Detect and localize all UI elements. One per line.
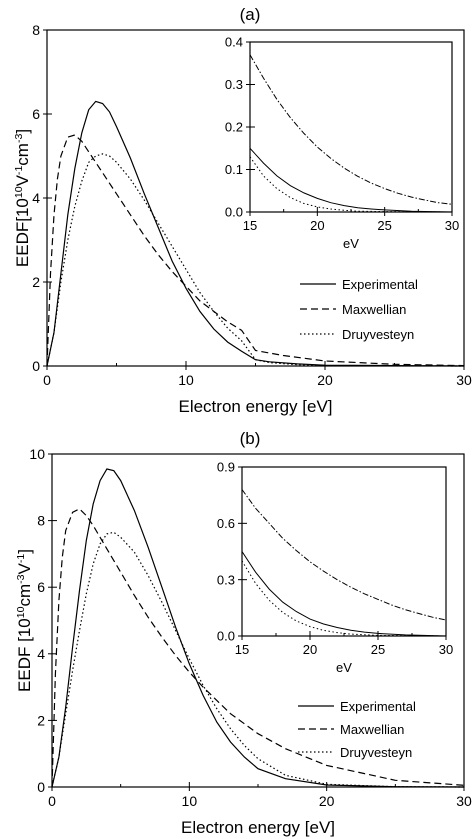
x-tick-label: 15 — [243, 218, 257, 233]
legend-entry-maxwellian: Maxwellian — [340, 722, 404, 737]
legend-entry-druyvesteyn: Druyvesteyn — [340, 745, 412, 760]
y-tick-label: 6 — [37, 579, 45, 595]
y-axis-label-part: 10 — [13, 186, 25, 198]
y-tick-label: 0.2 — [225, 120, 243, 135]
y-axis-label-part: cm — [15, 584, 34, 607]
y-tick-label: 2 — [37, 712, 45, 728]
y-axis-label-part: V — [13, 174, 32, 186]
inset-series-line-druyvesteyn — [241, 560, 447, 637]
panel-label: (b) — [240, 429, 261, 448]
x-tick-label: 15 — [235, 642, 249, 657]
x-tick-label: 30 — [439, 642, 453, 657]
y-tick-label: 0.0 — [217, 629, 235, 644]
y-axis-label: EEDF[1010V-1cm-3] — [13, 129, 32, 267]
series-line-maxwellian — [46, 134, 465, 367]
chart-panel-b: (b) 0 10 20 30 0 2 4 6 8 10 Electron energy [eV] EED… — [15, 429, 472, 837]
inset-background — [250, 42, 452, 212]
y-axis-label-part: ] — [13, 129, 32, 134]
inset-series-line-experimental — [249, 147, 453, 213]
y-tick-label: 0.1 — [225, 162, 243, 177]
x-tick-label: 20 — [317, 372, 333, 388]
legend: Experimental Maxwellian Druyvesteyn — [298, 699, 416, 760]
inset-series-line-maxwellian — [249, 54, 453, 205]
y-tick-label: 10 — [29, 446, 45, 462]
series-line-experimental — [51, 468, 465, 788]
x-tick-label: 10 — [182, 793, 198, 809]
legend-entry-druyvesteyn: Druyvesteyn — [342, 327, 414, 342]
legend: Experimental Maxwellian Druyvesteyn — [300, 277, 418, 342]
y-tick-label: 6 — [32, 106, 40, 122]
x-tick-label: 0 — [43, 372, 51, 388]
y-axis-label-part: EEDF [10 — [15, 618, 34, 692]
x-tick-label: 20 — [319, 793, 335, 809]
x-tick-label: 30 — [456, 372, 472, 388]
y-axis-label-part: ] — [15, 549, 34, 554]
x-axis-label: Electron energy [eV] — [181, 818, 335, 837]
y-axis-label-part: -1 — [15, 554, 27, 564]
panel-label: (a) — [240, 5, 261, 24]
y-tick-label: 0.9 — [217, 460, 235, 475]
legend-entry-experimental: Experimental — [342, 277, 418, 292]
x-tick-label: 30 — [445, 218, 459, 233]
legend-entry-maxwellian: Maxwellian — [342, 302, 406, 317]
y-tick-label: 0.3 — [217, 572, 235, 587]
y-axis-label-part: -3 — [15, 574, 27, 584]
y-axis-label-part: 10 — [15, 606, 27, 618]
inset-x-axis-label: eV — [336, 660, 352, 675]
x-tick-label: 30 — [456, 793, 472, 809]
series-line-maxwellian — [51, 508, 465, 788]
y-axis-label-part: -3 — [13, 134, 25, 144]
inset-chart: 15 20 25 30 0.0 0.1 0.2 0.3 0.4 eV — [225, 35, 459, 251]
legend-entry-experimental: Experimental — [340, 699, 416, 714]
y-tick-label: 0.4 — [225, 35, 243, 50]
inset-series-line-maxwellian — [241, 489, 447, 621]
x-tick-label: 10 — [178, 372, 194, 388]
y-tick-label: 2 — [32, 274, 40, 290]
inset-x-axis-label: eV — [343, 236, 359, 251]
y-tick-label: 8 — [32, 22, 40, 38]
chart-panel-a: (a) 0 10 20 30 0 2 4 6 8 Electron energy [eV] EEDF[… — [13, 5, 472, 416]
y-tick-label: 4 — [32, 190, 40, 206]
y-axis-label-part: -1 — [13, 166, 25, 176]
x-axis-label: Electron energy [eV] — [178, 397, 332, 416]
x-tick-label: 0 — [48, 793, 56, 809]
x-tick-label: 20 — [310, 218, 324, 233]
inset-chart: 15 20 25 30 0.0 0.3 0.6 0.9 eV — [217, 460, 453, 675]
y-tick-label: 8 — [37, 513, 45, 529]
y-axis-label: EEDF [1010cm-3V-1] — [15, 549, 34, 692]
y-tick-label: 4 — [37, 646, 45, 662]
y-tick-label: 0.3 — [225, 77, 243, 92]
y-tick-label: 0 — [37, 779, 45, 795]
x-tick-label: 25 — [371, 642, 385, 657]
y-axis-label-part: EEDF[10 — [13, 198, 32, 267]
y-axis-label-part: cm — [13, 143, 32, 166]
y-tick-label: 0 — [32, 358, 40, 374]
inset-series-line-experimental — [241, 551, 447, 637]
inset-background — [242, 467, 446, 636]
y-axis-label-part: V — [15, 562, 34, 574]
x-tick-label: 25 — [377, 218, 391, 233]
y-tick-label: 0.0 — [225, 205, 243, 220]
y-tick-label: 0.6 — [217, 516, 235, 531]
x-tick-label: 20 — [303, 642, 317, 657]
inset-series-line-druyvesteyn — [249, 156, 453, 213]
